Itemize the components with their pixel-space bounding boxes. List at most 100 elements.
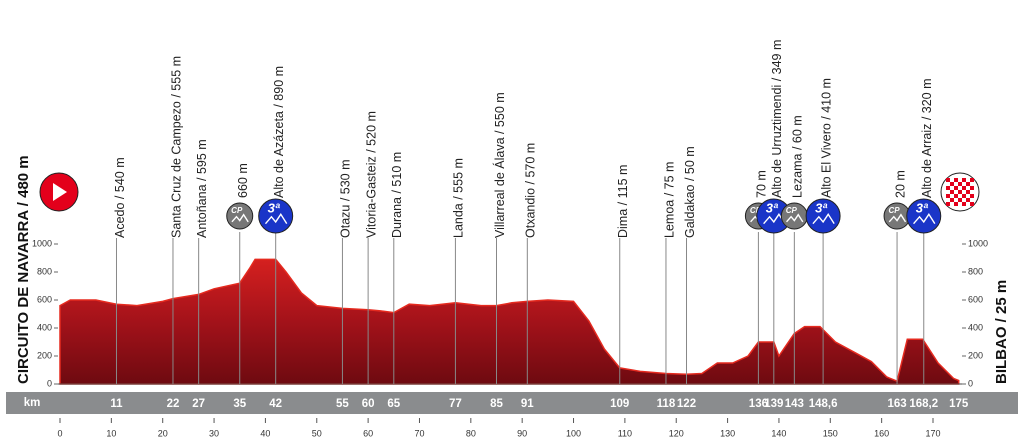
badge: [258, 198, 294, 234]
y-tick-label: 1000: [32, 238, 52, 248]
km-value: 109: [610, 398, 629, 410]
y-tick-label-right: 200: [968, 350, 983, 360]
waypoint-label: Alto El Vivero / 410 m: [819, 78, 833, 198]
km-value: 163: [887, 398, 906, 410]
km-value: 77: [449, 398, 462, 410]
x-tick-label: 20: [158, 428, 168, 438]
checker-square: [962, 194, 966, 198]
checker-square: [954, 186, 958, 190]
km-value: 148,6: [809, 398, 838, 410]
y-tick-label-right: 1000: [968, 238, 988, 248]
km-value: 122: [677, 398, 696, 410]
y-tick-label-right: 400: [968, 322, 983, 332]
badge-text: 3ª: [766, 201, 779, 216]
km-value: 60: [362, 398, 375, 410]
km-value: 11: [110, 398, 123, 410]
checker-square: [954, 194, 958, 198]
waypoint-label: Villarreal de Álava / 550 m: [492, 92, 507, 238]
checker-square: [970, 202, 974, 206]
checker-square: [966, 190, 970, 194]
checker-square: [954, 202, 958, 206]
x-tick-label: 30: [209, 428, 219, 438]
km-value: 139: [764, 398, 783, 410]
x-tick-label: 100: [566, 428, 581, 438]
km-value: 55: [336, 398, 349, 410]
checker-square: [962, 178, 966, 182]
checker-square: [958, 198, 962, 202]
badge-text: CP: [750, 206, 762, 215]
waypoint-label: Santa Cruz de Campezo / 555 m: [169, 56, 183, 238]
waypoint-label: Durana / 510 m: [390, 152, 404, 238]
checker-square: [970, 194, 974, 198]
waypoint-label: Dima / 115 m: [616, 165, 630, 238]
y-tick-label: 600: [37, 294, 52, 304]
checker-square: [962, 186, 966, 190]
badge-peaks: [786, 213, 804, 223]
checker-square: [950, 190, 954, 194]
waypoint-label: Otxandio / 570 m: [524, 143, 538, 238]
checker-square: [958, 190, 962, 194]
waypoint-label: Galdakao / 50 m: [683, 146, 697, 238]
badge-text: CP: [888, 206, 900, 215]
finish-km: 175: [949, 398, 969, 410]
km-value: 91: [521, 398, 534, 410]
badge: [805, 198, 841, 234]
waypoint-label: Landa / 555 m: [452, 158, 466, 238]
waypoint-label: Lezama / 60 m: [791, 115, 805, 198]
badge-peaks: [763, 213, 786, 225]
x-tick-label: 150: [823, 428, 838, 438]
start-arrow: [53, 183, 67, 201]
waypoint-label: 660 m: [236, 163, 250, 198]
checker-square: [946, 178, 950, 182]
waypoint-label: Alto de Urruztimendi / 349 m: [770, 40, 784, 198]
badge-peaks: [812, 213, 835, 225]
elevation-area: [59, 258, 960, 385]
finish-flag: [946, 178, 974, 206]
badge: [906, 198, 942, 234]
y-tick-label: 0: [47, 378, 52, 388]
y-tick-label-right: 800: [968, 266, 983, 276]
checker-square: [950, 198, 954, 202]
badge: [226, 202, 254, 230]
km-value: 22: [167, 398, 180, 410]
x-tick-label: 130: [720, 428, 735, 438]
checker-square: [962, 202, 966, 206]
x-tick-label: 110: [618, 428, 632, 438]
x-tick-label: 120: [669, 428, 684, 438]
km-band: [6, 392, 1018, 414]
waypoint-label: Lemoa / 75 m: [662, 162, 676, 238]
y-tick-label-right: 600: [968, 294, 983, 304]
x-tick-label: 170: [925, 428, 940, 438]
badge-text: CP: [231, 206, 243, 215]
km-value: 143: [785, 398, 804, 410]
km-value: 42: [269, 398, 282, 410]
checker-square: [970, 186, 974, 190]
x-tick-label: 40: [260, 428, 270, 438]
km-value: 85: [490, 398, 503, 410]
waypoint-label: Vitoria-Gasteiz / 520 m: [364, 111, 378, 238]
x-tick-label: 0: [57, 428, 62, 438]
badge-text: 3ª: [815, 201, 828, 216]
badge-peaks: [231, 213, 249, 223]
waypoint-label: Otazu / 530 m: [339, 159, 353, 238]
km-label: km: [24, 397, 41, 409]
km-value: 118: [657, 398, 676, 410]
km-value: 35: [233, 398, 246, 410]
x-tick-label: 50: [312, 428, 322, 438]
waypoint-label: Alto de Azázeta / 890 m: [272, 66, 286, 198]
checker-square: [946, 202, 950, 206]
waypoint-label: Antoñana / 595 m: [195, 139, 209, 238]
badge-peaks: [888, 213, 907, 223]
y-tick-label-right: 0: [968, 378, 973, 388]
y-tick-label: 400: [37, 322, 52, 332]
checker-square: [954, 178, 958, 182]
waypoint-label: Acedo / 540 m: [113, 157, 127, 238]
checker-square: [946, 194, 950, 198]
y-tick-label: 800: [37, 266, 52, 276]
y-tick-label: 200: [37, 350, 52, 360]
x-tick-label: 160: [874, 428, 889, 438]
x-tick-label: 80: [466, 428, 476, 438]
badge-peaks: [264, 213, 288, 225]
start-label: CIRCUITO DE NAVARRA / 480 m: [15, 155, 32, 384]
x-tick-label: 10: [106, 428, 116, 438]
